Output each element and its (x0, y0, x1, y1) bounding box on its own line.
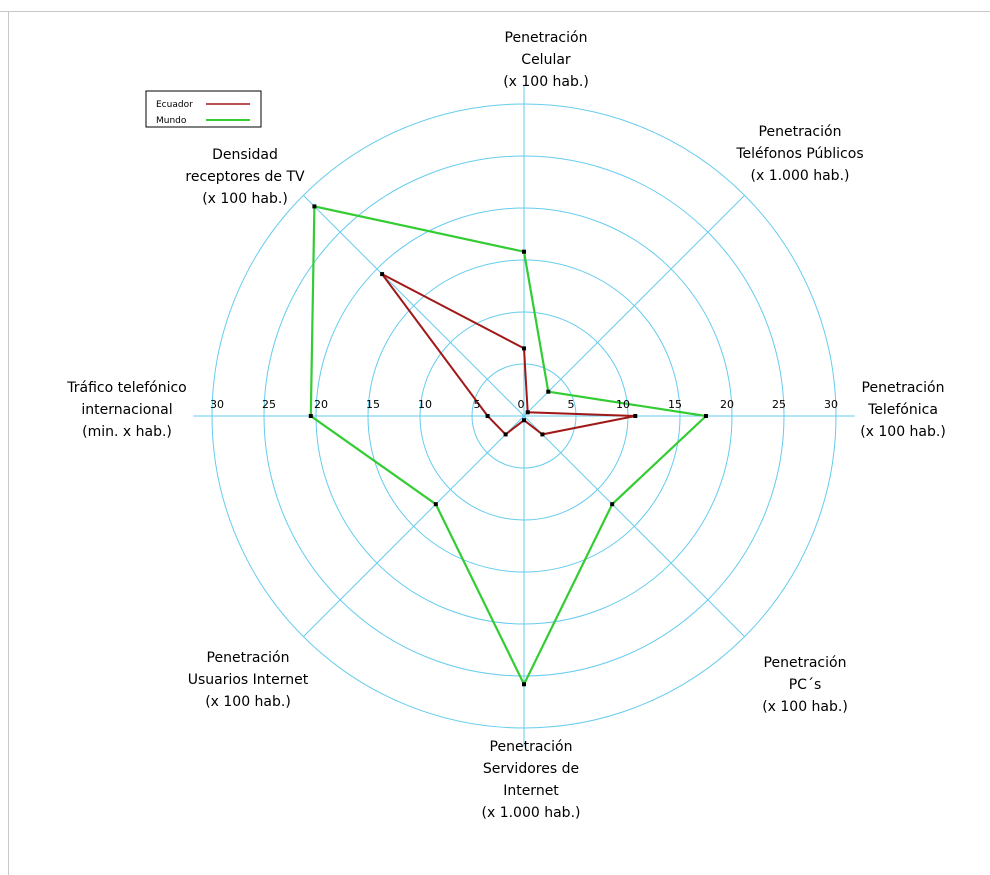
axis-label-7: Densidad receptores de TV (x 100 hab.) (185, 147, 305, 207)
legend-label-ecuador: Ecuador (156, 100, 193, 110)
tick-label: 25 (772, 398, 786, 411)
axis-spoke-7 (303, 195, 525, 417)
tick-label: 15 (366, 398, 380, 411)
axis-label-6: Tráfico telefónico internacional (min. x h… (66, 380, 187, 440)
axis-spoke-5 (303, 415, 525, 637)
axis-label-4: Penetración Servidores de Internet (x 1.000… (482, 739, 581, 821)
tick-label: 20 (314, 398, 328, 411)
axis-label-0: Penetración Celular (x 100 hab.) (503, 30, 589, 90)
tick-label: 25 (262, 398, 276, 411)
axis-spoke-3 (523, 415, 745, 637)
grid-layer (193, 85, 855, 747)
data-point-mundo-3 (610, 502, 615, 507)
data-point-mundo-0 (522, 249, 526, 254)
tick-label: 5 (474, 398, 481, 411)
legend-label-mundo: Mundo (156, 116, 187, 126)
data-point-ecuador-6 (485, 414, 490, 418)
data-point-mundo-6 (308, 414, 313, 418)
axis-label-2: Penetración Telefónica (x 100 hab.) (860, 380, 946, 440)
tick-label: 15 (668, 398, 682, 411)
tick-label: 30 (824, 398, 838, 411)
tick-label: 10 (418, 398, 432, 411)
data-point-mundo-1 (546, 389, 551, 394)
axis-label-3: Penetración PC´s (x 100 hab.) (762, 655, 848, 715)
data-point-mundo-4 (522, 682, 526, 687)
frame-top-border (0, 11, 990, 12)
tick-label: 5 (568, 398, 575, 411)
tick-label: 10 (616, 398, 630, 411)
frame-left-border (8, 12, 9, 875)
data-point-ecuador-1 (525, 410, 530, 415)
tick-layer: 0 5 5 10 10 15 15 20 20 25 25 30 30 (210, 398, 838, 411)
data-point-mundo-7 (312, 204, 317, 209)
axis-label-5: Penetración Usuarios Internet (x 100 hab.) (188, 650, 309, 710)
data-point-mundo-5 (433, 502, 438, 507)
axis-label-layer: Penetración Celular (x 100 hab.) Penetració… (66, 30, 946, 821)
series-layer (308, 204, 709, 687)
axis-spoke-1 (523, 195, 745, 417)
axis-label-1: Penetración Teléfonos Públicos (x 1.000 ha… (735, 124, 863, 184)
data-point-ecuador-2 (633, 414, 638, 418)
data-point-ecuador-4 (522, 418, 526, 423)
data-point-mundo-2 (704, 414, 708, 418)
data-point-ecuador-0 (522, 346, 526, 351)
data-point-ecuador-5 (503, 432, 508, 437)
series-line-mundo (309, 205, 709, 687)
tick-label: 30 (210, 398, 224, 411)
legend: Ecuador Mundo (145, 90, 262, 128)
data-point-ecuador-3 (540, 432, 545, 437)
tick-label: 0 (518, 398, 525, 411)
data-point-ecuador-7 (380, 272, 385, 277)
tick-label: 20 (720, 398, 734, 411)
